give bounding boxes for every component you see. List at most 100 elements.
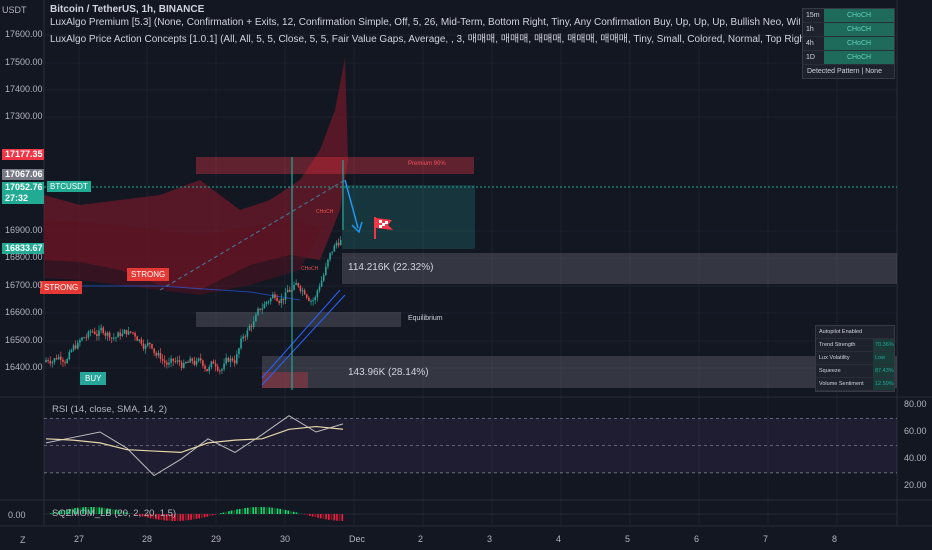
time-tick: 8 [832, 534, 838, 544]
candle-body [183, 363, 185, 368]
candle-body [146, 342, 149, 346]
price-tag: 17067.06 [2, 169, 44, 180]
candle-body [96, 334, 98, 337]
candle-body [45, 360, 47, 363]
price-tick: 17600.00 [5, 29, 43, 39]
target-down-zone [262, 356, 897, 388]
equilibrium-label: Equilibrium [408, 315, 443, 322]
candle-body [91, 331, 94, 333]
candle-body [337, 242, 340, 246]
timeframe-status-table: 15m CHoCH 1h CHoCH 4h CHoCH 1D CHoCH Detecte… [802, 8, 895, 79]
candle-body [185, 361, 187, 364]
time-tick: 5 [625, 534, 631, 544]
candle-body [314, 297, 317, 301]
candle-body [66, 359, 68, 364]
candle-body [312, 300, 314, 302]
sqz-label[interactable]: SQZMOM_LB (20, 2, 20, 1.5) [52, 508, 177, 519]
indicator-luxalgo-premium[interactable]: LuxAlgo Premium [5.3] (None, Confirmatio… [50, 17, 800, 28]
candle-body [130, 331, 132, 333]
candle-body [155, 352, 158, 356]
candle-body [233, 360, 236, 364]
candle-body [299, 286, 302, 292]
candle-body [193, 360, 196, 365]
candle-body [212, 361, 215, 364]
candle-body [242, 336, 244, 339]
rsi-tick: 20.00 [904, 480, 927, 491]
candle-body [170, 358, 172, 363]
candle-body [117, 332, 119, 338]
autopilot-key: Squeeze [819, 368, 841, 374]
discount-zone [262, 372, 308, 388]
price-tag: 17177.35 [2, 149, 44, 160]
candle-body [163, 360, 166, 363]
candle-body [47, 360, 49, 362]
candle-body [87, 331, 90, 338]
price-tag: 16833.67 [2, 243, 44, 254]
candle-body [221, 369, 223, 371]
candle-body [168, 362, 170, 365]
candle-body [142, 343, 145, 349]
candle-body [310, 300, 312, 302]
candle-body [214, 363, 217, 367]
strong-signal-label: STRONG [127, 268, 170, 281]
candle-body [225, 357, 227, 364]
candle-body [62, 359, 64, 362]
candle-body [204, 365, 206, 370]
candle-body [102, 327, 105, 333]
arrow-line [344, 179, 359, 229]
tf-label: 4h [806, 40, 814, 47]
time-tick: 30 [280, 534, 291, 544]
candle-body [151, 344, 153, 349]
premium-zone-label: Premium 90% [408, 161, 446, 167]
candle-body [125, 329, 128, 335]
timezone-icon[interactable]: Z [20, 535, 26, 545]
tf-label: 1D [806, 54, 815, 61]
price-tick: 16700.00 [5, 280, 43, 290]
candle-body [134, 333, 136, 337]
candle-body [325, 266, 327, 276]
strong-signal-label: STRONG [40, 281, 83, 294]
tf-label: 15m [806, 12, 820, 19]
time-tick: 4 [556, 534, 562, 544]
candle-body [104, 332, 107, 336]
candle-body [106, 332, 109, 336]
candle-body [238, 348, 240, 355]
candle-body [252, 321, 255, 327]
autopilot-key: Trend Strength [819, 342, 856, 348]
candle-body [187, 361, 189, 363]
candle-body [176, 360, 179, 362]
candle-body [93, 331, 96, 335]
candle-body [216, 366, 219, 371]
candle-body [229, 358, 232, 362]
rsi-line [45, 415, 344, 477]
candle-body [79, 340, 81, 343]
autopilot-title: Autopilot Enabled [819, 329, 863, 335]
candle-body [257, 308, 259, 315]
candle-body [77, 342, 79, 349]
time-tick: 28 [142, 534, 153, 544]
channel-line [261, 294, 346, 386]
symbol-title: Bitcoin / TetherUS, 1h, BINANCE [50, 4, 205, 15]
candle-body [278, 301, 280, 304]
candle-body [172, 358, 174, 361]
channel-line [261, 289, 341, 379]
autopilot-panel: Autopilot Enabled Trend Strength 70.36% L… [815, 325, 895, 392]
candle-body [316, 290, 319, 298]
price-tick: 16900.00 [5, 225, 43, 235]
candle-body [301, 290, 304, 292]
rsi-label[interactable]: RSI (14, close, SMA, 14, 2) [52, 404, 168, 415]
projection-line [159, 179, 346, 291]
equilibrium-zone [196, 312, 401, 327]
candle-body [161, 359, 164, 361]
candle-body [286, 289, 289, 293]
price-tick: 16600.00 [5, 307, 43, 317]
candle-body [72, 345, 75, 351]
candle-body [240, 338, 242, 349]
candle-body [157, 352, 160, 356]
indicator-price-action[interactable]: LuxAlgo Price Action Concepts [1.0.1] (A… [50, 34, 842, 45]
candle-body [261, 308, 264, 310]
candle-body [297, 283, 300, 287]
candle-body [244, 336, 247, 338]
candle-body [246, 330, 249, 337]
